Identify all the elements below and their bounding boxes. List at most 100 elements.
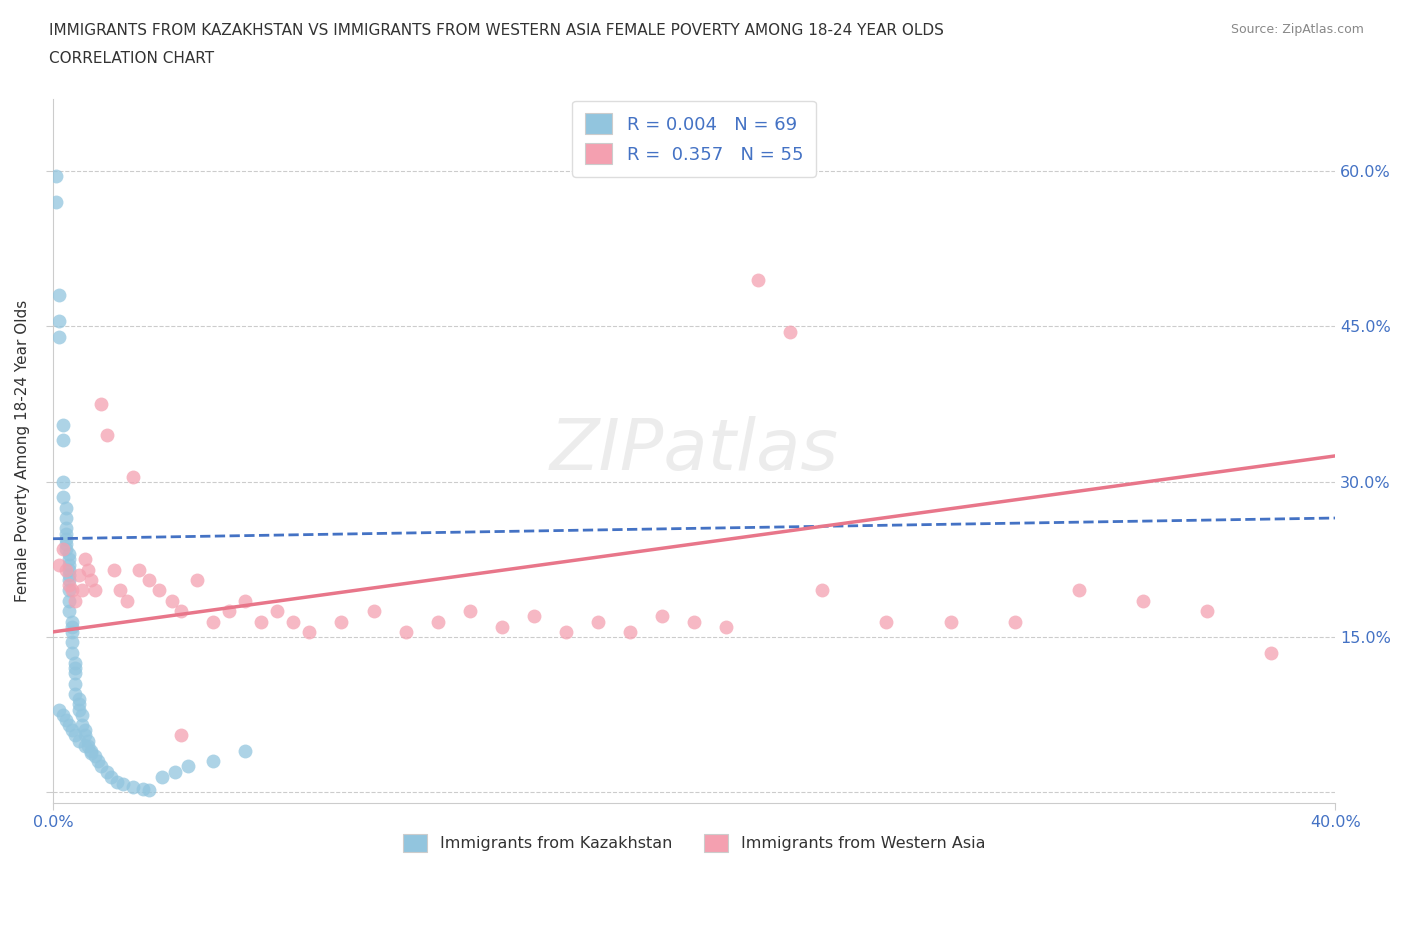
Point	[55, 712, 77, 727]
Point	[45, 169, 67, 184]
Point	[58, 718, 80, 733]
Point	[90, 759, 112, 774]
Point	[58, 557, 80, 572]
Point	[65, 666, 87, 681]
Point	[298, 624, 321, 639]
Legend: Immigrants from Kazakhstan, Immigrants from Western Asia: Immigrants from Kazakhstan, Immigrants f…	[396, 828, 991, 858]
Point	[60, 635, 83, 650]
Point	[73, 728, 96, 743]
Point	[363, 604, 385, 618]
Point	[55, 537, 77, 551]
Point	[811, 583, 834, 598]
Point	[80, 573, 103, 588]
Point	[65, 656, 87, 671]
Point	[58, 552, 80, 567]
Point	[163, 764, 186, 779]
Point	[150, 769, 173, 784]
Point	[1260, 645, 1282, 660]
Point	[1132, 593, 1154, 608]
Point	[70, 718, 93, 733]
Point	[330, 614, 353, 629]
Point	[65, 686, 87, 701]
Point	[523, 609, 546, 624]
Point	[491, 619, 513, 634]
Point	[90, 397, 112, 412]
Point	[67, 702, 90, 717]
Point	[96, 764, 118, 779]
Point	[128, 563, 150, 578]
Point	[48, 313, 70, 328]
Point	[51, 490, 73, 505]
Point	[148, 583, 170, 598]
Point	[73, 552, 96, 567]
Point	[77, 733, 100, 748]
Point	[554, 624, 576, 639]
Point	[651, 609, 673, 624]
Point	[131, 782, 153, 797]
Point	[45, 194, 67, 209]
Point	[70, 583, 93, 598]
Point	[60, 614, 83, 629]
Point	[105, 775, 128, 790]
Point	[250, 614, 273, 629]
Point	[58, 547, 80, 562]
Point	[218, 604, 240, 618]
Point	[875, 614, 897, 629]
Point	[202, 754, 225, 769]
Point	[714, 619, 737, 634]
Point	[48, 702, 70, 717]
Point	[58, 563, 80, 578]
Point	[202, 614, 225, 629]
Point	[83, 749, 105, 764]
Point	[60, 619, 83, 634]
Point	[1067, 583, 1090, 598]
Point	[55, 526, 77, 541]
Point	[160, 593, 183, 608]
Point	[176, 759, 198, 774]
Point	[779, 325, 801, 339]
Point	[60, 645, 83, 660]
Point	[96, 428, 118, 443]
Point	[60, 624, 83, 639]
Point	[83, 583, 105, 598]
Point	[51, 541, 73, 556]
Point	[51, 418, 73, 432]
Point	[170, 604, 193, 618]
Point	[48, 329, 70, 344]
Point	[426, 614, 449, 629]
Point	[55, 541, 77, 556]
Point	[939, 614, 962, 629]
Point	[58, 593, 80, 608]
Text: CORRELATION CHART: CORRELATION CHART	[49, 51, 214, 66]
Point	[112, 777, 135, 791]
Point	[51, 433, 73, 448]
Point	[73, 723, 96, 737]
Point	[110, 583, 132, 598]
Point	[58, 567, 80, 582]
Text: Source: ZipAtlas.com: Source: ZipAtlas.com	[1230, 23, 1364, 36]
Point	[65, 676, 87, 691]
Point	[77, 563, 100, 578]
Point	[67, 567, 90, 582]
Point	[60, 583, 83, 598]
Point	[1004, 614, 1026, 629]
Y-axis label: Female Poverty Among 18-24 Year Olds: Female Poverty Among 18-24 Year Olds	[15, 299, 30, 602]
Point	[67, 697, 90, 711]
Point	[170, 728, 193, 743]
Text: ZIPatlas: ZIPatlas	[550, 417, 838, 485]
Point	[458, 604, 481, 618]
Point	[394, 624, 416, 639]
Point	[48, 557, 70, 572]
Point	[87, 754, 110, 769]
Point	[283, 614, 305, 629]
Point	[233, 593, 256, 608]
Point	[58, 604, 80, 618]
Point	[51, 708, 73, 723]
Point	[80, 743, 103, 758]
Point	[1195, 604, 1218, 618]
Point	[619, 624, 641, 639]
Point	[65, 660, 87, 675]
Point	[186, 573, 208, 588]
Point	[58, 573, 80, 588]
Point	[58, 578, 80, 592]
